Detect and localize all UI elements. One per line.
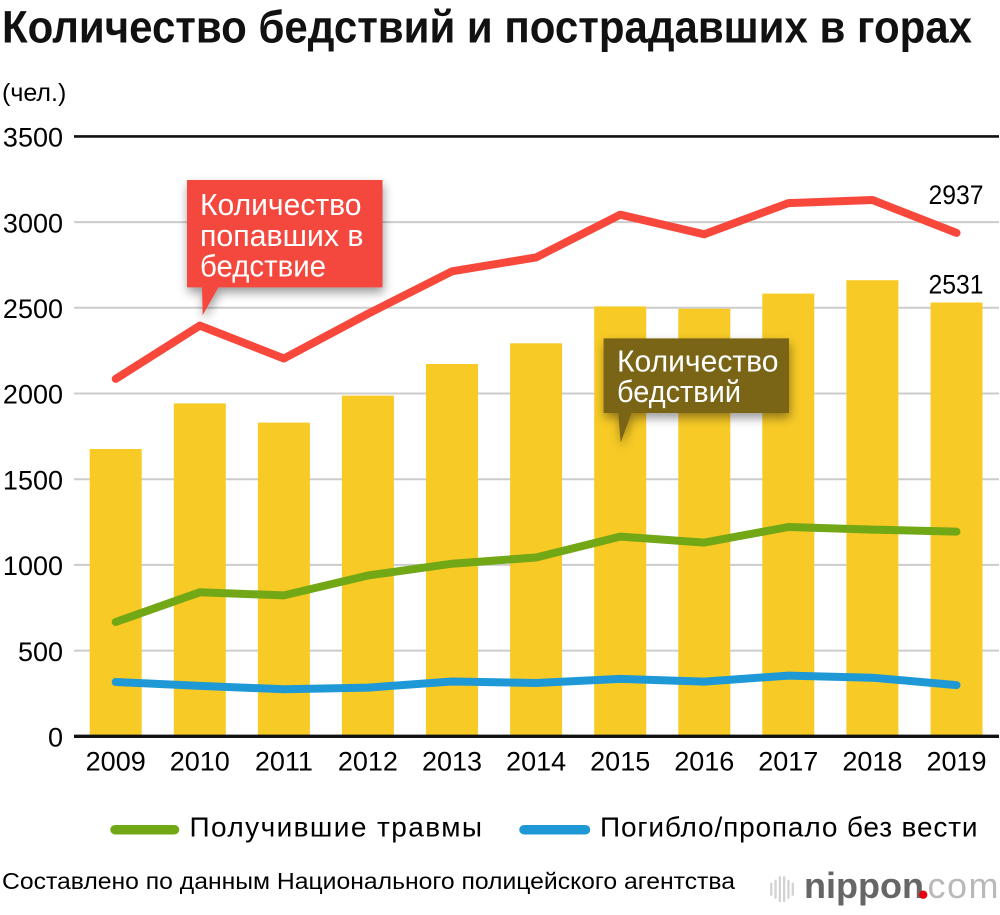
svg-text:2531: 2531 <box>929 270 984 300</box>
svg-text:2937: 2937 <box>929 180 984 210</box>
svg-text:Количество бедствий и пострада: Количество бедствий и пострадавших в гор… <box>2 2 972 53</box>
svg-text:Погибло/пропало без вести: Погибло/пропало без вести <box>600 811 978 842</box>
svg-text:nippon: nippon <box>804 865 924 906</box>
svg-text:бедствий: бедствий <box>617 374 741 409</box>
svg-text:2015: 2015 <box>590 747 650 777</box>
svg-text:Количество: Количество <box>617 344 779 379</box>
svg-text:500: 500 <box>18 637 63 667</box>
svg-text:2019: 2019 <box>926 747 986 777</box>
svg-text:2014: 2014 <box>506 747 566 777</box>
svg-text:3000: 3000 <box>3 208 63 238</box>
svg-text:2018: 2018 <box>842 747 902 777</box>
svg-text:Получившие травмы: Получившие травмы <box>190 811 483 842</box>
svg-text:бедствие: бедствие <box>200 248 326 283</box>
svg-text:Составлено по данным Националь: Составлено по данным Национального полиц… <box>2 868 735 894</box>
svg-text:2012: 2012 <box>338 747 398 777</box>
svg-text:2017: 2017 <box>758 747 818 777</box>
svg-text:Количество: Количество <box>200 187 362 222</box>
svg-text:3500: 3500 <box>3 123 63 153</box>
svg-text:com: com <box>928 865 999 906</box>
svg-text:2016: 2016 <box>674 747 734 777</box>
svg-text:2010: 2010 <box>170 747 230 777</box>
svg-text:2013: 2013 <box>422 747 482 777</box>
svg-text:попавших в: попавших в <box>200 218 364 253</box>
svg-text:(чел.): (чел.) <box>2 79 66 107</box>
svg-text:1500: 1500 <box>3 465 63 495</box>
svg-text:2009: 2009 <box>86 747 146 777</box>
svg-text:0: 0 <box>48 723 63 753</box>
svg-text:1000: 1000 <box>3 551 63 581</box>
svg-text:2500: 2500 <box>3 294 63 324</box>
svg-text:2000: 2000 <box>3 380 63 410</box>
svg-text:2011: 2011 <box>255 747 313 777</box>
